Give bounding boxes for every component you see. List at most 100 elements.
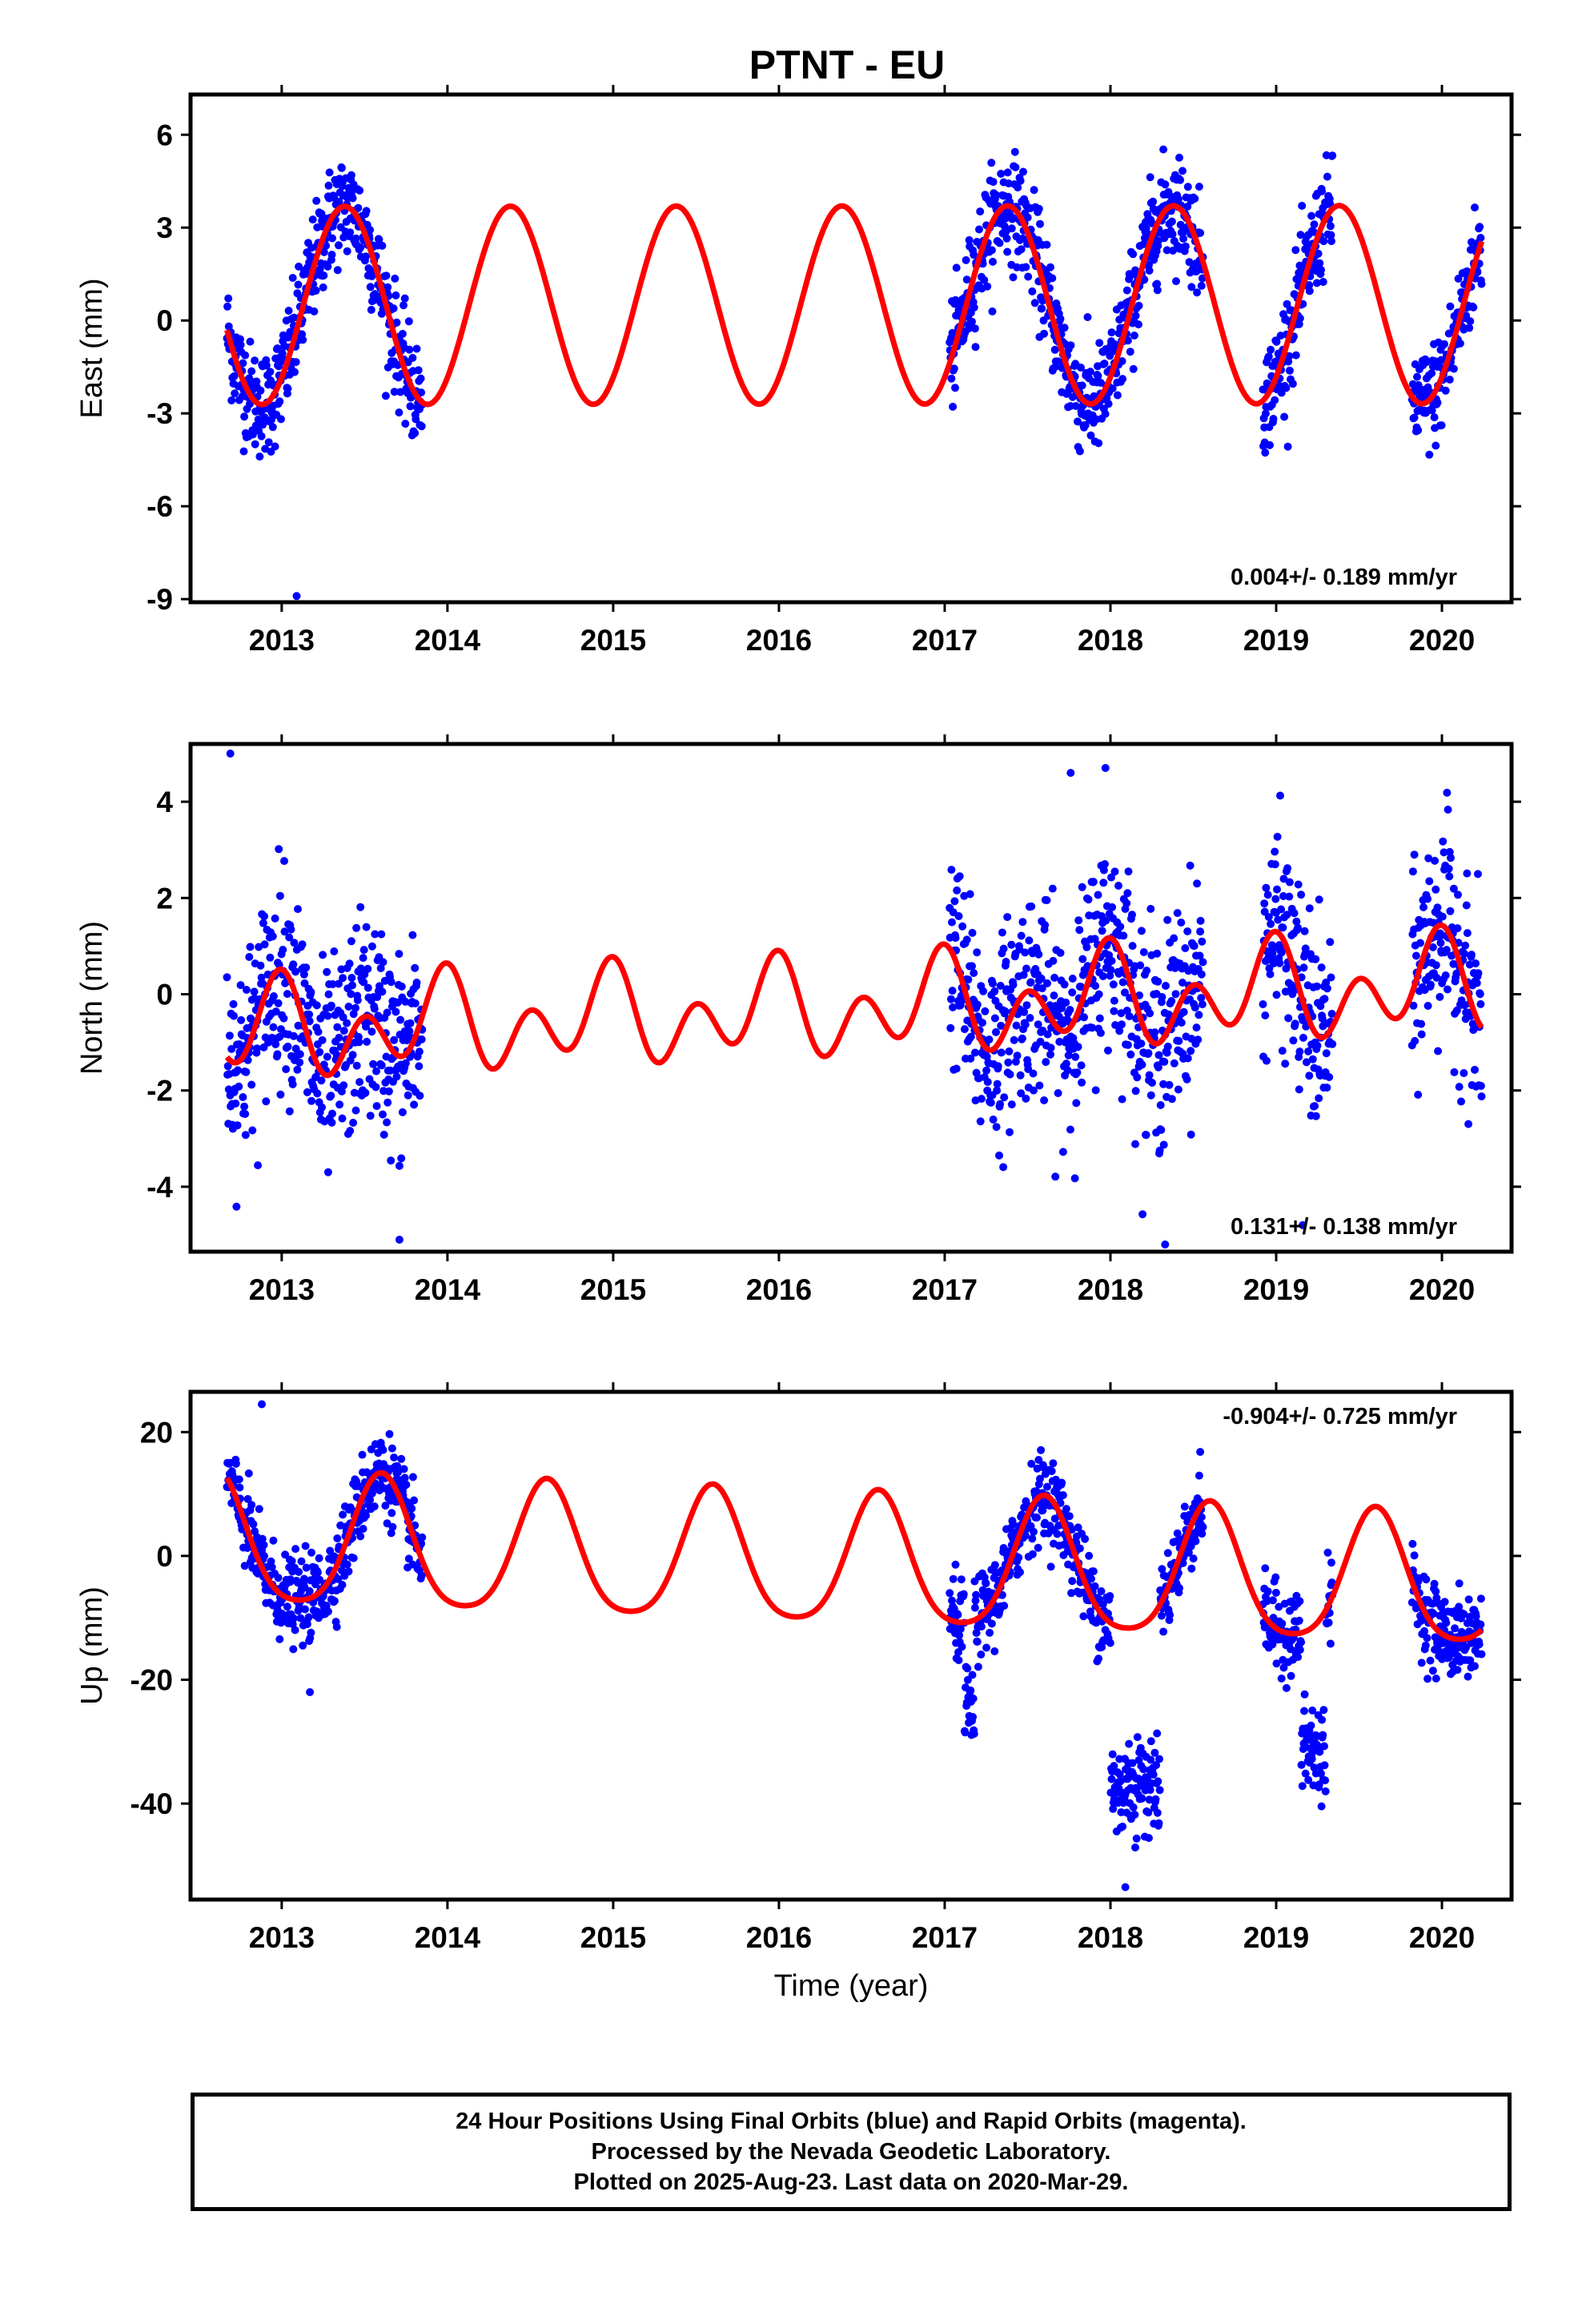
up-data-point [969,1695,978,1703]
north-data-point [345,959,354,968]
east-data-point [400,301,408,310]
up-data-point [1196,1448,1205,1456]
north-data-point [1155,1146,1164,1155]
up-data-point [1455,1602,1464,1611]
up-data-point [333,1534,342,1542]
east-data-point [1469,303,1478,312]
north-data-point [1409,1001,1418,1010]
north-data-point [1163,915,1172,924]
up-data-point [1410,1551,1419,1560]
east-data-point [1285,352,1294,360]
up-data-point [1131,1844,1139,1852]
north-data-point [391,1007,400,1016]
east-data-point [288,274,297,282]
up-data-point [1431,1675,1440,1683]
up-data-points [223,1400,1486,1892]
up-data-point [1417,1659,1426,1667]
north-data-point [990,1014,999,1023]
north-data-point [1018,1034,1026,1043]
north-data-point [1469,1026,1478,1035]
east-data-point [1466,317,1475,326]
up-data-point [1307,1721,1315,1730]
north-data-point [1177,1019,1186,1027]
up-data-point [244,1469,253,1478]
north-data-point [976,1117,985,1126]
up-data-point [1094,1655,1103,1663]
east-data-point [1454,275,1463,283]
east-data-point [1183,203,1192,211]
north-data-point [1156,1101,1165,1109]
north-data-point [1123,889,1132,898]
up-data-point [330,1597,339,1606]
east-data-point [983,282,992,291]
east-data-point [248,430,257,439]
east-data-point [1449,364,1458,373]
east-data-point [262,361,271,370]
east-data-point [294,280,303,289]
north-data-point [970,1048,979,1057]
east-data-point [406,402,415,411]
up-data-point [1304,1775,1313,1784]
north-data-point [343,1019,351,1027]
up-data-point [1098,1600,1107,1609]
up-xlabel: Time (year) [774,1969,929,2003]
up-data-point [1455,1579,1464,1588]
north-data-point [1107,956,1116,965]
north-data-point [1195,1011,1203,1019]
north-data-point [1313,1041,1322,1050]
east-data-point [1307,211,1316,220]
up-data-point [1173,1529,1182,1538]
east-data-point [989,178,998,187]
north-data-point [982,1066,991,1075]
up-data-point [1125,1739,1134,1748]
east-data-point [1446,302,1455,311]
up-data-point [1144,1808,1153,1817]
east-model-curve [224,203,1485,408]
north-data-point [990,987,999,995]
north-data-point [285,1107,294,1116]
east-data-point [1280,412,1289,421]
north-data-point [1068,975,1077,983]
up-data-point [977,1622,986,1631]
north-data-point [1423,895,1432,903]
north-data-point [1111,1021,1120,1029]
north-data-point [1110,996,1118,1005]
east-data-point [347,171,355,179]
north-data-point [1468,951,1476,959]
up-data-point [1154,1777,1162,1786]
up-data-point [1145,1834,1153,1843]
east-data-point [1283,442,1292,451]
up-data-point [1453,1666,1462,1675]
north-data-point [348,981,356,990]
north-data-point [232,1202,241,1211]
north-data-point [1294,923,1303,932]
east-data-point [1153,279,1162,288]
up-data-point [1464,1672,1472,1681]
east-data-point [271,442,279,451]
up-data-point [1297,1760,1306,1769]
east-data-point [1134,320,1142,329]
east-ytick-label: 0 [156,304,173,337]
north-data-point [417,1035,426,1043]
east-data-point [396,388,405,396]
up-data-point [388,1522,397,1531]
up-data-point [1128,1759,1137,1767]
up-data-point [332,1622,341,1631]
east-data-point [277,415,285,424]
north-data-point [1195,951,1204,960]
up-data-point [303,1620,311,1628]
north-data-point [1074,916,1083,925]
north-data-point [1050,973,1059,982]
north-data-point [993,1086,1002,1095]
north-data-point [966,1032,975,1041]
north-data-point [379,958,387,967]
east-data-point [1060,324,1069,332]
up-data-point [970,1603,979,1612]
north-data-point [323,1011,332,1020]
north-data-point [269,1023,278,1031]
north-data-point [1128,942,1137,951]
up-data-point [1033,1514,1041,1522]
east-data-point [970,251,978,259]
north-data-point [948,918,956,927]
east-data-point [343,247,351,255]
